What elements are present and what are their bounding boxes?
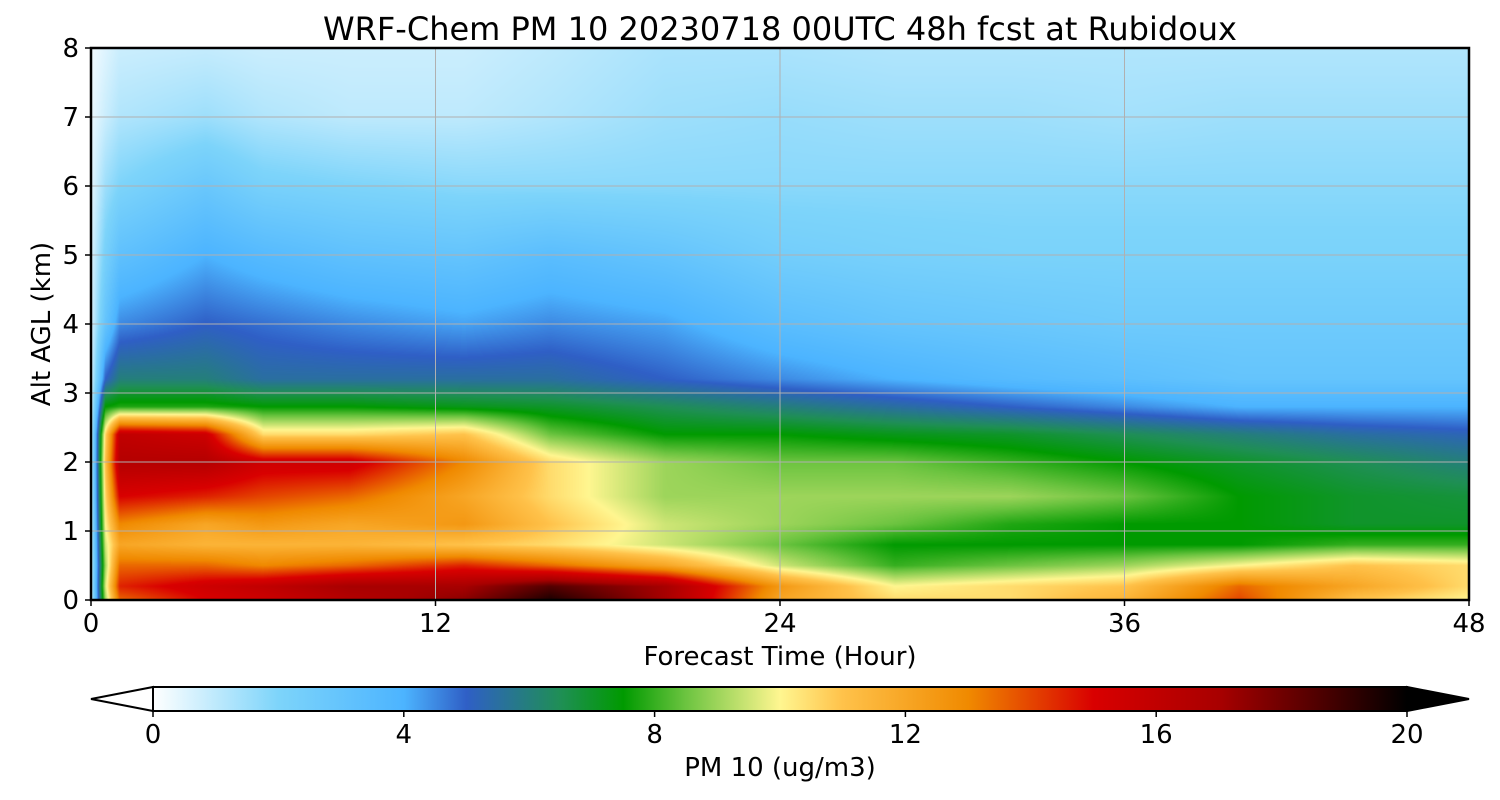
x-tick-label: 0 bbox=[83, 609, 100, 639]
y-tick-label: 7 bbox=[62, 103, 79, 133]
colorbar-extend-low bbox=[90, 685, 154, 713]
x-tick-label: 12 bbox=[419, 609, 452, 639]
colorbar-tick-label: 12 bbox=[889, 720, 922, 750]
y-tick-label: 8 bbox=[62, 34, 79, 64]
y-tick-label: 5 bbox=[62, 241, 79, 271]
colorbar-tick-label: 20 bbox=[1390, 720, 1423, 750]
x-axis-label: Forecast Time (Hour) bbox=[643, 642, 916, 672]
x-tick-label: 36 bbox=[1108, 609, 1141, 639]
x-axis: 0 12 24 36 48 bbox=[83, 600, 1486, 639]
colorbar-tick-label: 0 bbox=[145, 720, 162, 750]
colorbar-extend-high bbox=[1406, 685, 1470, 713]
colorbar-tick-label: 4 bbox=[396, 720, 413, 750]
x-tick-label: 48 bbox=[1452, 609, 1485, 639]
y-axis-label: Alt AGL (km) bbox=[27, 242, 57, 406]
colorbar-tick-label: 16 bbox=[1140, 720, 1173, 750]
colorbar-label: PM 10 (ug/m3) bbox=[684, 753, 876, 783]
y-tick-label: 2 bbox=[62, 448, 79, 478]
y-tick-label: 4 bbox=[62, 310, 79, 340]
colorbar-tick-label: 8 bbox=[646, 720, 663, 750]
x-tick-label: 24 bbox=[763, 609, 796, 639]
chart-title: WRF-Chem PM 10 20230718 00UTC 48h fcst a… bbox=[323, 10, 1237, 48]
y-tick-label: 6 bbox=[62, 172, 79, 202]
y-axis: 0 1 2 3 4 5 6 7 8 bbox=[62, 34, 91, 616]
y-tick-label: 1 bbox=[62, 517, 79, 547]
colorbar-ticks: 0 4 8 12 16 20 bbox=[145, 711, 1424, 750]
colorbar-scale bbox=[152, 686, 1408, 712]
y-tick-label: 3 bbox=[62, 379, 79, 409]
y-tick-label: 0 bbox=[62, 586, 79, 616]
colorbar: 0 4 8 12 16 20 bbox=[90, 685, 1470, 750]
